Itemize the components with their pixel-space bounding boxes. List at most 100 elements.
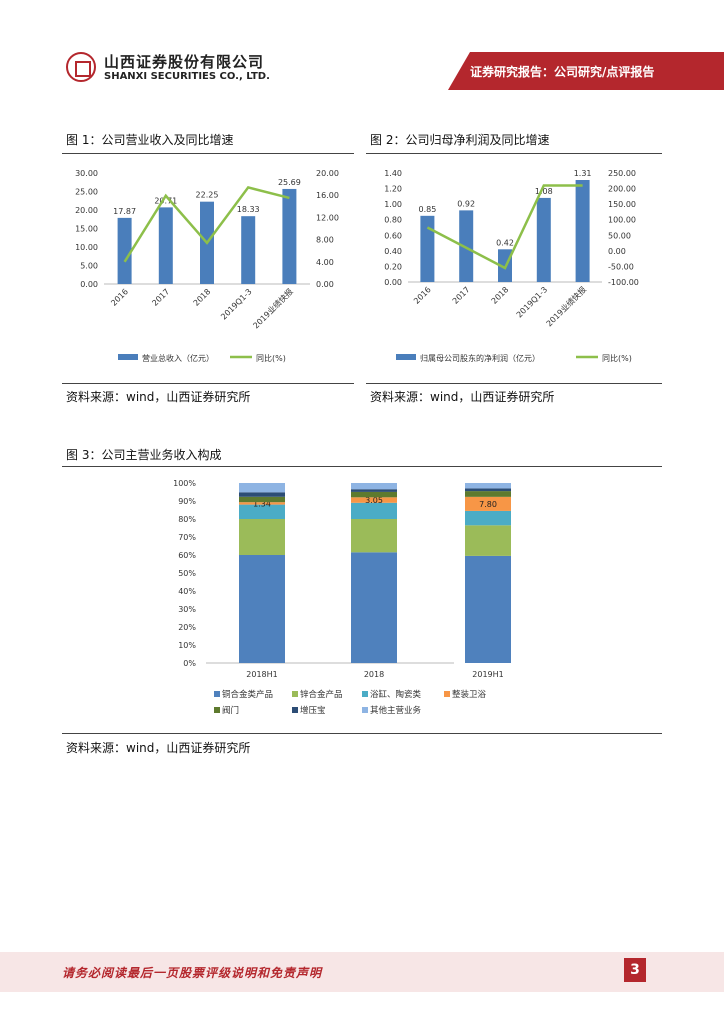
f2-bar-label: 1.08 — [535, 187, 553, 196]
f3-legend-label: 铜合金类产品 — [222, 689, 273, 700]
f1-bar — [241, 216, 256, 284]
f3-xtick-label: 2019H1 — [472, 670, 503, 679]
f3-bar-segment — [351, 502, 397, 519]
f3-ytick-label: 100% — [173, 479, 196, 488]
f2-xtick-label: 2018 — [490, 285, 511, 306]
f3-bar-segment — [465, 483, 511, 489]
f2-ytick-label: 0.60 — [384, 231, 402, 240]
f1-ytick-label: 0.00 — [80, 280, 98, 289]
f3-bar-segment — [239, 519, 285, 555]
f1-xtick-label: 2018 — [192, 287, 213, 308]
f2-ytick-label: 0.20 — [384, 262, 402, 271]
company-logo-icon — [66, 52, 96, 82]
f1-y2tick-label: 0.00 — [316, 280, 334, 289]
figure2-title: 图 2：公司归母净利润及同比增速 — [370, 133, 550, 147]
f2-ytick-label: 1.00 — [384, 200, 402, 209]
f1-bar-label: 17.87 — [113, 207, 136, 216]
f3-legend-label: 浴缸、陶瓷类 — [370, 689, 422, 700]
f3-bar-segment — [351, 497, 397, 503]
f3-bar-segment — [465, 525, 511, 556]
figure2-legend-bar-label: 归属母公司股东的净利润（亿元） — [420, 353, 540, 363]
f3-bar-segment — [465, 488, 511, 492]
f3-ytick-label: 70% — [178, 533, 196, 542]
figure1-title: 图 1：公司营业收入及同比增速 — [66, 133, 234, 147]
header-banner — [448, 52, 724, 90]
figure1-legend-bar-label: 营业总收入（亿元） — [142, 353, 214, 363]
figure1-chart: 17.87 20.71 22.25 18.33 25.69 30.00 25.00 20.0… — [75, 169, 339, 363]
f2-bar-label: 0.85 — [418, 205, 436, 214]
figure3-top-rule — [62, 466, 662, 467]
f1-y2tick-label: 12.00 — [316, 213, 339, 222]
f1-bar-label: 18.33 — [237, 205, 260, 214]
f3-bar-segment — [239, 504, 285, 519]
f2-ytick-label: 0.40 — [384, 247, 402, 256]
f3-ytick-label: 20% — [178, 623, 196, 632]
figure1-source: 资料来源：wind，山西证券研究所 — [66, 390, 251, 404]
f3-bar-segment — [351, 483, 397, 490]
page-number: 3 — [624, 958, 646, 982]
f3-bar-segment — [239, 502, 285, 505]
f3-legend-swatch — [362, 707, 368, 713]
f1-ytick-label: 5.00 — [80, 262, 98, 271]
figure1-yoy-line — [123, 186, 290, 263]
f3-xtick-label: 2018H1 — [246, 670, 277, 679]
f2-bar — [420, 215, 435, 282]
f1-y2tick-label: 20.00 — [316, 169, 339, 178]
f2-bar-label: 1.31 — [574, 169, 592, 178]
f1-ytick-label: 15.00 — [75, 225, 98, 234]
f2-ytick-label: 0.00 — [384, 278, 402, 287]
f2-xtick-label: 2019Q1-3 — [515, 285, 549, 319]
f1-y2tick-label: 4.00 — [316, 258, 334, 267]
company-name-cn: 山西证券股份有限公司 — [104, 53, 265, 71]
f2-xtick-label: 2019业绩快报 — [544, 284, 588, 328]
f2-xtick-label: 2016 — [412, 285, 433, 306]
f3-ytick-label: 40% — [178, 587, 196, 596]
f3-legend-swatch — [444, 691, 450, 697]
f3-legend-label: 整装卫浴 — [452, 689, 487, 700]
f1-ytick-label: 20.00 — [75, 206, 98, 215]
f2-bar-label: 0.42 — [496, 238, 514, 247]
company-name-en: SHANXI SECURITIES CO., LTD. — [104, 71, 270, 82]
f3-ytick-label: 80% — [178, 515, 196, 524]
f2-y2tick-label: -50.00 — [608, 262, 634, 271]
f2-ytick-label: 1.20 — [384, 185, 402, 194]
f2-y2tick-label: 250.00 — [608, 169, 636, 178]
f2-y2tick-label: 150.00 — [608, 200, 636, 209]
f3-segment-label: 3.05 — [365, 496, 383, 505]
footer-disclaimer: 请务必阅读最后一页股票评级说明和免责声明 — [62, 966, 323, 980]
figure2-legend-bar-swatch — [396, 354, 416, 360]
f1-bar-label: 20.71 — [154, 196, 177, 205]
footer-bar — [0, 952, 724, 992]
figure3-source: 资料来源：wind，山西证券研究所 — [66, 741, 251, 755]
report-type-label: 证券研究报告：公司研究/点评报告 — [470, 65, 655, 79]
f3-legend-label: 其他主营业务 — [370, 705, 422, 716]
f2-y2tick-label: -100.00 — [608, 278, 639, 287]
f2-y2tick-label: 0.00 — [608, 247, 626, 256]
f1-bar-label: 25.69 — [278, 178, 301, 187]
f1-xtick-label: 2016 — [109, 287, 130, 308]
f3-segment-label: 1.34 — [253, 499, 271, 508]
f1-bar — [117, 217, 132, 284]
figure1-top-rule — [62, 153, 354, 154]
f3-bar-segment — [239, 492, 285, 497]
f3-xtick-label: 2018 — [364, 670, 384, 679]
f2-ytick-label: 0.80 — [384, 216, 402, 225]
f3-ytick-label: 0% — [183, 659, 196, 668]
figure1-legend-bar-swatch — [118, 354, 138, 360]
f3-ytick-label: 30% — [178, 605, 196, 614]
f1-bar — [158, 207, 173, 284]
figure1-legend-line-label: 同比(%) — [256, 353, 286, 363]
f2-ytick-label: 1.40 — [384, 169, 402, 178]
f2-y2tick-label: 50.00 — [608, 231, 631, 240]
f1-ytick-label: 25.00 — [75, 188, 98, 197]
f3-bar-segment — [351, 519, 397, 553]
f1-bar — [282, 188, 297, 284]
figure2-top-rule — [366, 153, 662, 154]
f2-bar — [459, 210, 474, 282]
f3-bar-segment — [239, 483, 285, 493]
f3-legend-swatch — [214, 691, 220, 697]
f3-ytick-label: 10% — [178, 641, 196, 650]
f3-bar-segment — [351, 552, 397, 663]
figure2-yoy-line — [426, 184, 583, 270]
f3-bar-segment — [351, 489, 397, 492]
